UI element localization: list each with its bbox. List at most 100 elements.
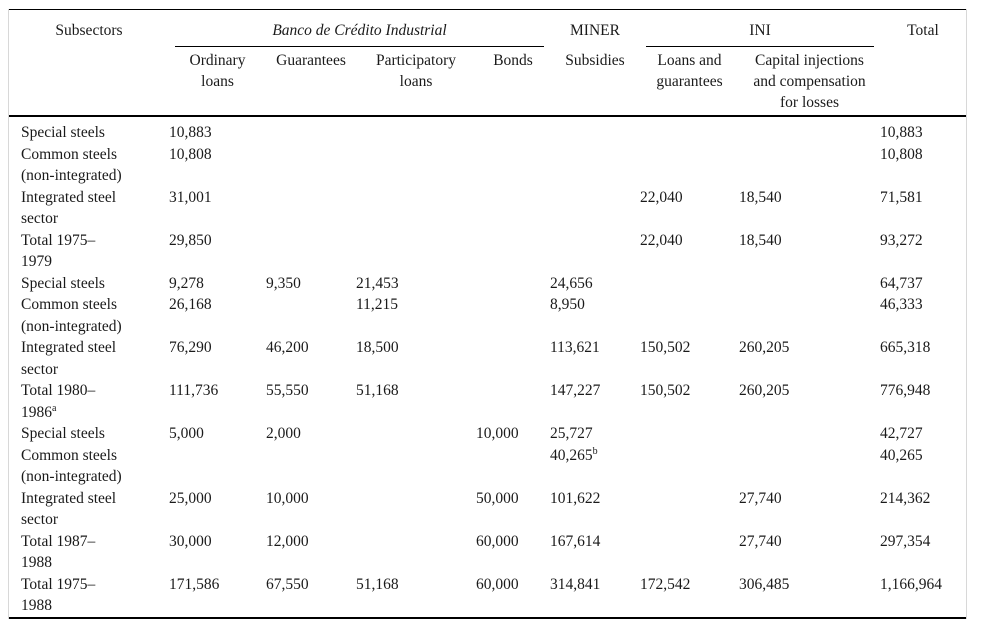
cell-subsidies bbox=[550, 230, 640, 273]
cell-subsidies: 147,227 bbox=[550, 382, 601, 399]
cell-ini-loans-and-guarantees bbox=[640, 116, 739, 144]
row-label: Total 1980– 1986a bbox=[21, 382, 96, 421]
cell-bonds bbox=[476, 273, 550, 295]
cell-ordinary-loans bbox=[169, 445, 266, 488]
cell-total: 10,808 bbox=[880, 145, 923, 163]
cell-participatory-loans bbox=[356, 445, 476, 488]
group-header-ini: INI bbox=[640, 10, 880, 47]
cell-total: 93,272 bbox=[880, 231, 923, 249]
cell-ordinary-loans: 25,000 bbox=[169, 489, 212, 507]
cell-ini-capital-injections: 260,205 bbox=[739, 382, 790, 399]
cell-bonds: 60,000 bbox=[476, 575, 519, 593]
cell-guarantees: 55,550 bbox=[266, 382, 309, 399]
cell-participatory-loans bbox=[356, 423, 476, 445]
cell-ini-loans-and-guarantees bbox=[640, 445, 739, 488]
cell-subsidies: 25,727 bbox=[550, 425, 593, 442]
cell-participatory-loans bbox=[356, 531, 476, 574]
cell-ini-capital-injections: 27,740 bbox=[739, 489, 782, 507]
cell-total: 10,883 bbox=[880, 124, 923, 141]
cell-participatory-loans: 51,168 bbox=[356, 382, 399, 399]
col-header-ini-loans-and-guarantees: Loans and guarantees bbox=[640, 47, 739, 117]
row-label: Special steels bbox=[21, 425, 105, 442]
group-label-miner: MINER bbox=[570, 22, 620, 39]
cell-subsidies: 314,841 bbox=[550, 575, 601, 593]
cell-bonds: 60,000 bbox=[476, 532, 519, 550]
cell-ini-capital-injections bbox=[739, 294, 880, 337]
cell-ordinary-loans: 26,168 bbox=[169, 296, 212, 313]
cell-ini-loans-and-guarantees bbox=[640, 294, 739, 337]
cell-participatory-loans: 21,453 bbox=[356, 274, 399, 292]
table-row: Total 1980– 1986a 111,736 55,550 51,168 147,… bbox=[9, 380, 966, 423]
cell-guarantees: 46,200 bbox=[266, 339, 309, 356]
cell-ordinary-loans: 29,850 bbox=[169, 231, 212, 249]
cell-total: 214,362 bbox=[880, 489, 931, 507]
cell-guarantees bbox=[266, 294, 356, 337]
row-label: Integrated steel sector bbox=[21, 339, 117, 378]
row-label: Common steels (non-integrated) bbox=[21, 296, 122, 335]
row-label: Integrated steel sector bbox=[21, 489, 117, 529]
subsidies-by-subsector-table: Subsectors Banco de Crédito Industrial M… bbox=[9, 9, 966, 619]
table-row: Special steels 9,278 9,350 21,453 24,656 64,7… bbox=[9, 273, 966, 295]
cell-total: 71,581 bbox=[880, 188, 923, 206]
cell-ini-loans-and-guarantees bbox=[640, 273, 739, 295]
cell-ini-capital-injections: 27,740 bbox=[739, 532, 782, 550]
cell-ordinary-loans: 9,278 bbox=[169, 274, 204, 292]
cell-subsidies: 40,265b bbox=[550, 445, 598, 464]
row-label: Common steels (non-integrated) bbox=[21, 446, 122, 486]
cell-bonds bbox=[476, 144, 550, 187]
cell-ini-loans-and-guarantees: 150,502 bbox=[640, 382, 691, 399]
cell-guarantees bbox=[266, 445, 356, 488]
cell-bonds bbox=[476, 380, 550, 423]
cell-subsidies: 24,656 bbox=[550, 274, 593, 292]
cell-participatory-loans bbox=[356, 230, 476, 273]
cell-ordinary-loans: 10,808 bbox=[169, 145, 212, 163]
table-body: Special steels 10,883 10,883 Common steels … bbox=[9, 116, 966, 618]
cell-guarantees bbox=[266, 144, 356, 187]
cell-bonds bbox=[476, 445, 550, 488]
cell-ordinary-loans: 30,000 bbox=[169, 532, 212, 550]
sub-header-row: Ordinary loans Guarantees Participatory … bbox=[9, 47, 966, 117]
cell-guarantees bbox=[266, 230, 356, 273]
cell-bonds bbox=[476, 116, 550, 144]
cell-ini-loans-and-guarantees bbox=[640, 488, 739, 531]
cell-ordinary-loans: 10,883 bbox=[169, 124, 212, 141]
cell-ini-loans-and-guarantees: 150,502 bbox=[640, 339, 691, 356]
cell-subsidies: 101,622 bbox=[550, 489, 601, 507]
cell-participatory-loans bbox=[356, 187, 476, 230]
col-header-participatory-loans: Participatory loans bbox=[356, 47, 476, 117]
cell-ini-capital-injections bbox=[739, 144, 880, 187]
group-label-ini: INI bbox=[646, 20, 874, 47]
cell-ini-capital-injections: 18,540 bbox=[739, 188, 782, 206]
cell-guarantees bbox=[266, 116, 356, 144]
cell-ini-loans-and-guarantees bbox=[640, 144, 739, 187]
group-header-miner: MINER bbox=[550, 10, 640, 48]
row-label: Total 1987– 1988 bbox=[21, 532, 96, 572]
cell-subsidies: 113,621 bbox=[550, 339, 600, 356]
col-header-ordinary-loans: Ordinary loans bbox=[169, 47, 266, 117]
table-row: Integrated steel sector 31,001 22,040 18,54… bbox=[9, 187, 966, 230]
row-label: Special steels bbox=[21, 124, 105, 141]
cell-guarantees: 10,000 bbox=[266, 489, 309, 507]
cell-guarantees: 67,550 bbox=[266, 575, 309, 593]
row-label: Integrated steel sector bbox=[21, 188, 117, 228]
cell-ini-capital-injections bbox=[739, 116, 880, 144]
cell-subsidies: 167,614 bbox=[550, 532, 601, 550]
table-row: Special steels 5,000 2,000 10,000 25,727 42,7… bbox=[9, 423, 966, 445]
cell-bonds: 50,000 bbox=[476, 489, 519, 507]
cell-subsidies bbox=[550, 116, 640, 144]
cell-bonds bbox=[476, 187, 550, 230]
cell-total: 46,333 bbox=[880, 296, 923, 313]
table-row: Integrated steel sector 25,000 10,000 50,00… bbox=[9, 488, 966, 531]
row-label: Special steels bbox=[21, 274, 105, 292]
group-header-banco-de-credito-industrial: Banco de Crédito Industrial bbox=[169, 10, 550, 47]
footnote-marker: b bbox=[592, 445, 598, 457]
cell-ini-capital-injections bbox=[739, 273, 880, 295]
cell-participatory-loans bbox=[356, 116, 476, 144]
cell-participatory-loans: 51,168 bbox=[356, 575, 399, 593]
col-header-guarantees: Guarantees bbox=[266, 47, 356, 117]
cell-participatory-loans: 11,215 bbox=[356, 296, 399, 313]
cell-total: 42,727 bbox=[880, 425, 923, 442]
cell-guarantees: 9,350 bbox=[266, 274, 301, 292]
paper-table-region: Subsectors Banco de Crédito Industrial M… bbox=[8, 9, 967, 619]
cell-ini-capital-injections: 260,205 bbox=[739, 339, 790, 356]
